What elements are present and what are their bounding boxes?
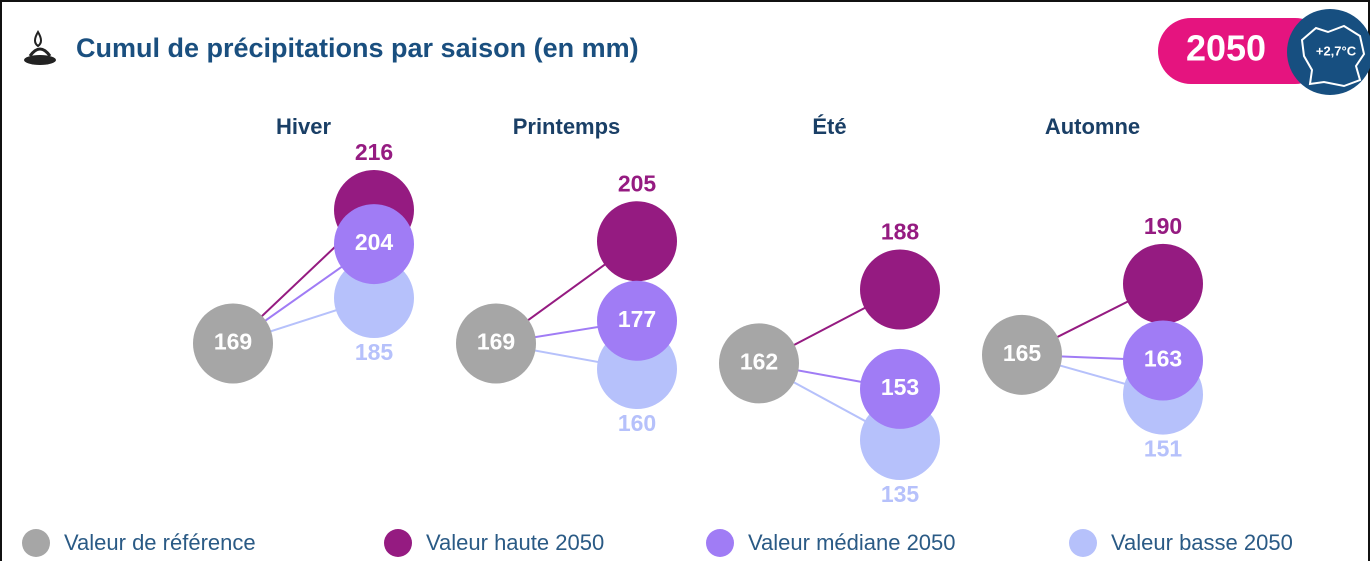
value-label: 151 [1144,436,1183,462]
warming-badge [1287,9,1370,95]
dot [719,323,799,404]
value-label: 163 [1144,346,1182,372]
dot [860,348,940,429]
legend-swatch [384,529,412,557]
dot [597,280,677,361]
legend-label: Valeur de référence [64,530,256,555]
value-label: 169 [477,329,515,355]
dot [456,303,536,384]
france-outline [1300,24,1366,88]
dot [597,201,677,282]
dot [334,204,414,285]
badge-year: 2050 [1186,28,1266,69]
season-label: Automne [1045,114,1140,139]
dot [193,303,273,384]
badge [1158,18,1328,84]
value-label: 177 [618,306,656,332]
legend-label: Valeur basse 2050 [1111,530,1293,555]
legend-swatch [22,529,50,557]
value-label: 205 [618,170,657,196]
value-label: 160 [618,410,656,436]
season-label: Hiver [276,114,331,139]
season-label: Printemps [513,114,621,139]
dot [1123,320,1203,401]
dot [1123,243,1203,324]
value-label: 216 [355,139,393,165]
dot [860,249,940,330]
value-label: 188 [881,219,920,245]
legend-label: Valeur médiane 2050 [748,530,956,555]
value-label: 185 [355,339,394,365]
value-label: 165 [1003,340,1042,366]
season-label: Été [812,114,846,139]
value-label: 135 [881,481,920,507]
chart-title: Cumul de précipitations par saison (en m… [76,33,639,63]
badge-warming: +2,7°C [1316,43,1357,58]
value-label: 190 [1144,213,1182,239]
value-label: 153 [881,374,919,400]
value-label: 169 [214,329,252,355]
value-label: 162 [740,348,778,374]
legend-swatch [706,529,734,557]
legend-swatch [1069,529,1097,557]
legend-label: Valeur haute 2050 [426,530,604,555]
value-label: 204 [355,229,394,255]
rain-icon [24,30,56,65]
dot [982,314,1062,395]
